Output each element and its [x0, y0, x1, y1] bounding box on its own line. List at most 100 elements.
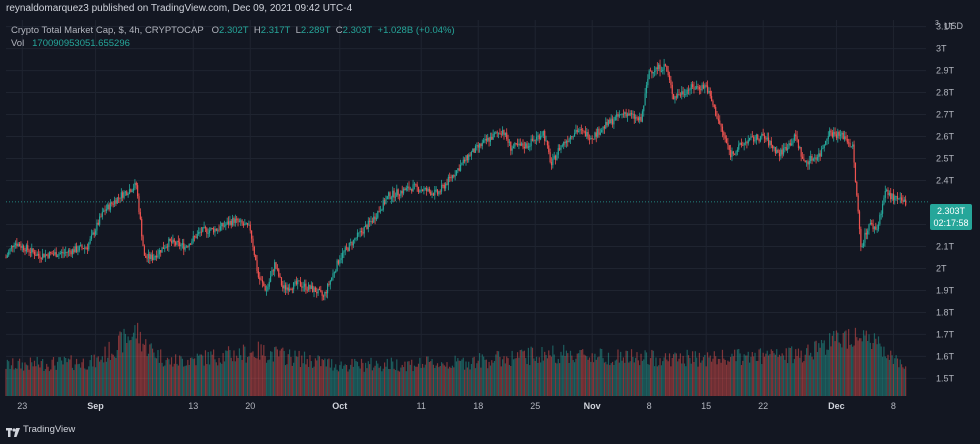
- volume-bar: [534, 360, 536, 396]
- candle-body: [46, 254, 48, 256]
- candle-body: [386, 196, 388, 200]
- candle-body: [358, 232, 360, 234]
- candle-body: [629, 113, 631, 116]
- candle-body: [168, 238, 170, 247]
- volume-bar: [480, 367, 482, 396]
- candle-body: [568, 139, 570, 142]
- volume-bar: [344, 364, 346, 396]
- volume-bar: [157, 350, 159, 396]
- volume-bar: [362, 362, 364, 396]
- volume-bar: [366, 368, 368, 396]
- volume-bar: [801, 362, 804, 396]
- candle-body: [97, 222, 99, 225]
- volume-bar: [883, 346, 885, 396]
- volume-bar: [656, 366, 658, 396]
- volume-bar: [664, 353, 667, 396]
- volume-bar: [386, 358, 388, 396]
- candle-body: [138, 196, 140, 213]
- volume-bar: [495, 354, 497, 396]
- volume-bar: [385, 366, 387, 396]
- candle-body: [734, 153, 736, 155]
- volume-bar: [792, 363, 794, 396]
- volume-bar: [162, 366, 165, 396]
- volume-bar: [348, 369, 350, 396]
- volume-bar: [535, 356, 538, 396]
- volume-bar: [302, 363, 304, 396]
- volume-bar: [108, 341, 110, 396]
- volume-label[interactable]: Vol: [11, 38, 25, 49]
- volume-bar: [413, 365, 416, 396]
- volume-bar: [701, 360, 703, 396]
- volume-bar: [80, 367, 82, 396]
- volume-bar: [727, 360, 729, 396]
- volume-bar: [492, 362, 494, 396]
- volume-bar: [867, 340, 869, 396]
- volume-bar: [92, 366, 94, 396]
- candlestick-chart[interactable]: 3.1T3T2.9T2.8T2.7T2.6T2.5T2.4T2.2T2.1T2T…: [0, 18, 980, 420]
- candle-body: [325, 291, 327, 294]
- time-axis-label: 8: [647, 401, 652, 411]
- price-axis-label: 1.8T: [936, 307, 955, 317]
- currency-button[interactable]: 3 USD: [935, 20, 963, 31]
- tradingview-logo-icon[interactable]: [6, 425, 20, 444]
- volume-bar: [36, 356, 38, 396]
- candle-body: [318, 289, 321, 291]
- volume-bar: [58, 357, 60, 396]
- volume-bar: [317, 355, 319, 396]
- candle-body: [217, 229, 219, 231]
- volume-bar: [430, 361, 432, 396]
- volume-bar: [899, 359, 901, 396]
- volume-bar: [881, 356, 884, 396]
- volume-bar: [198, 355, 200, 396]
- volume-bar: [757, 360, 759, 396]
- time-axis-label: Dec: [828, 401, 845, 411]
- candle-body: [321, 291, 323, 296]
- candle-body: [858, 211, 861, 229]
- volume-bar: [111, 353, 113, 396]
- candle-body: [293, 282, 295, 290]
- candle-body: [788, 143, 790, 149]
- candle-body: [392, 190, 394, 198]
- volume-bar: [679, 353, 681, 396]
- candle-body: [643, 105, 645, 112]
- candle-body: [481, 142, 483, 147]
- volume-bar: [33, 360, 36, 396]
- volume-bar: [337, 371, 340, 396]
- volume-bar: [12, 358, 14, 396]
- volume-bar: [784, 359, 786, 396]
- candle-body: [873, 226, 876, 230]
- candle-body: [738, 144, 740, 150]
- volume-bar: [734, 349, 736, 396]
- candle-body: [180, 244, 182, 247]
- candle-body: [637, 117, 639, 121]
- time-axis-label: Sep: [87, 401, 104, 411]
- price-axis-label: 1.7T: [936, 329, 955, 339]
- candle-body: [511, 148, 513, 151]
- candle-body: [757, 134, 759, 140]
- volume-bar: [89, 360, 91, 396]
- brand-name[interactable]: TradingView: [23, 424, 76, 435]
- candle-body: [86, 247, 89, 250]
- candle-body: [295, 281, 297, 285]
- candle-body: [288, 288, 291, 291]
- time-axis-label: 20: [245, 401, 255, 411]
- candle-body: [477, 145, 479, 148]
- candle-body: [649, 70, 652, 72]
- candle-body: [767, 137, 770, 146]
- volume-bar: [354, 358, 356, 396]
- candle-body: [576, 129, 578, 132]
- candle-body: [816, 157, 819, 160]
- candle-body: [211, 228, 213, 229]
- volume-bar: [518, 357, 520, 396]
- volume-bar: [852, 346, 854, 396]
- candle-body: [709, 90, 711, 97]
- volume-bar: [234, 361, 236, 396]
- candle-body: [896, 196, 899, 200]
- candle-body: [500, 133, 502, 135]
- symbol-title[interactable]: Crypto Total Market Cap, $, 4h, CRYPTOCA…: [11, 25, 204, 36]
- candle-body: [249, 224, 251, 231]
- candle-body: [10, 245, 13, 249]
- candle-body: [641, 111, 644, 122]
- volume-bar: [268, 359, 270, 396]
- volume-bar: [731, 353, 733, 396]
